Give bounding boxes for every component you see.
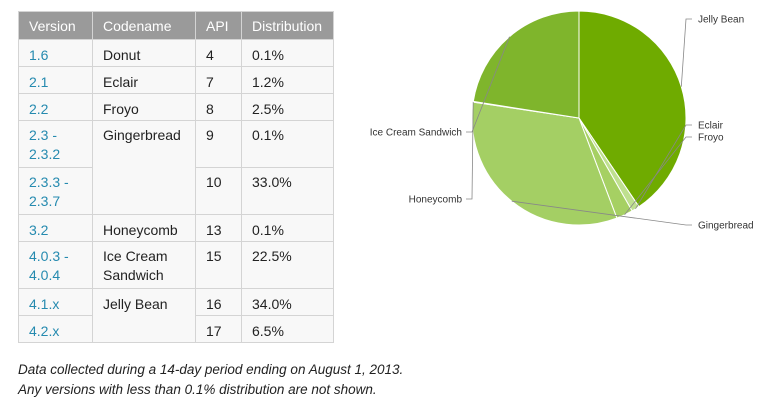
codename-cell: Honeycomb xyxy=(92,214,196,242)
slice-label-ice-cream-sandwich: Ice Cream Sandwich xyxy=(370,128,462,139)
table-header-row: Version Codename API Distribution xyxy=(18,11,334,40)
version-cell[interactable]: 3.2 xyxy=(18,214,93,242)
codename-cell: Eclair xyxy=(92,66,196,94)
leader-line-honeycomb xyxy=(466,101,474,200)
slice-label-jelly-bean: Jelly Bean xyxy=(698,15,744,26)
codename-cell: Ice Cream Sandwich xyxy=(92,241,196,289)
distribution-cell: 1.2% xyxy=(241,66,334,94)
footnote: Data collected during a 14-day period en… xyxy=(18,360,403,400)
table-row: 2.2 Froyo 8 2.5% xyxy=(18,93,334,121)
footnote-line-2: Any versions with less than 0.1% distrib… xyxy=(18,382,377,397)
distribution-cell: 0.1% xyxy=(241,120,334,168)
version-cell[interactable]: 2.2 xyxy=(18,93,93,121)
distribution-cell: 2.5% xyxy=(241,93,334,121)
version-cell[interactable]: 2.1 xyxy=(18,66,93,94)
header-distribution: Distribution xyxy=(241,11,334,40)
api-cell: 17 xyxy=(195,315,242,343)
slice-label-eclair: Eclair xyxy=(698,121,724,132)
codename-cell: Jelly Bean xyxy=(92,288,196,343)
codename-cell: Gingerbread xyxy=(92,120,196,215)
distribution-cell: 6.5% xyxy=(241,315,334,343)
api-cell: 4 xyxy=(195,39,242,67)
slice-label-froyo: Froyo xyxy=(698,133,724,144)
footnote-line-1: Data collected during a 14-day period en… xyxy=(18,362,404,377)
table-row: 4.0.3 - 4.0.4 Ice Cream Sandwich 15 22.5… xyxy=(18,241,334,289)
codename-cell: Froyo xyxy=(92,93,196,121)
api-cell: 13 xyxy=(195,214,242,242)
distribution-cell: 0.1% xyxy=(241,39,334,67)
distribution-cell: 0.1% xyxy=(241,214,334,242)
version-cell[interactable]: 2.3 - 2.3.2 xyxy=(18,120,93,168)
distribution-cell: 34.0% xyxy=(241,288,334,316)
table-row: 2.3.3 - 2.3.7 10 33.0% xyxy=(18,167,334,215)
version-cell[interactable]: 4.1.x xyxy=(18,288,93,316)
leader-line-jelly-bean xyxy=(680,18,692,87)
api-cell: 8 xyxy=(195,93,242,121)
table-row: 3.2 Honeycomb 13 0.1% xyxy=(18,214,334,242)
api-cell: 10 xyxy=(195,167,242,215)
pie-slice-ice-cream-sandwich xyxy=(472,10,580,119)
table-row: 4.2.x 17 6.5% xyxy=(18,315,334,343)
table-row: 4.1.x Jelly Bean 16 34.0% xyxy=(18,288,334,343)
table-row: 2.3 - 2.3.2 Gingerbread 9 0.1% xyxy=(18,120,334,215)
slice-label-honeycomb: Honeycomb xyxy=(409,195,463,206)
distribution-table: Version Codename API Distribution 1.6 Do… xyxy=(18,11,334,343)
leader-line-eclair xyxy=(635,124,692,210)
leader-line-ice-cream-sandwich xyxy=(466,36,510,133)
table-row: 1.6 Donut 4 0.1% xyxy=(18,39,334,67)
leader-line-gingerbread xyxy=(511,200,692,226)
slice-label-gingerbread: Gingerbread xyxy=(698,221,754,232)
header-version: Version xyxy=(18,11,93,40)
version-cell[interactable]: 2.3.3 - 2.3.7 xyxy=(18,167,93,215)
pie-slice-gingerbread xyxy=(471,101,618,226)
version-cell[interactable]: 4.2.x xyxy=(18,315,93,343)
leader-line-froyo xyxy=(624,136,692,216)
version-cell[interactable]: 1.6 xyxy=(18,39,93,67)
